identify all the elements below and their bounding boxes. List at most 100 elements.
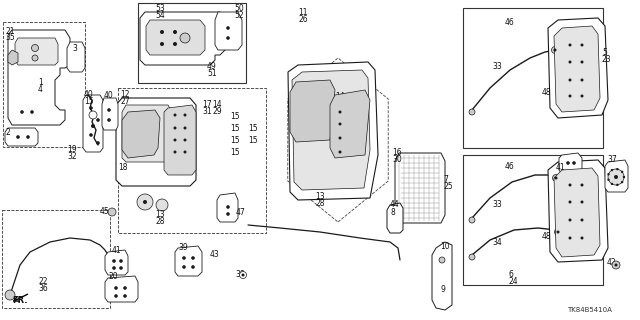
Text: 45: 45 (100, 207, 109, 216)
Circle shape (114, 286, 118, 290)
Circle shape (91, 124, 95, 128)
Text: 4: 4 (38, 85, 43, 94)
Bar (2, 210, 110, 308)
Text: 13: 13 (315, 192, 324, 201)
Text: 48: 48 (542, 88, 552, 97)
Circle shape (566, 161, 570, 165)
Polygon shape (105, 250, 128, 275)
Polygon shape (105, 276, 138, 302)
Text: 7: 7 (443, 175, 448, 184)
Circle shape (184, 139, 186, 141)
Circle shape (160, 30, 164, 34)
Text: 23: 23 (602, 55, 612, 64)
Text: TK84B5410A: TK84B5410A (567, 307, 612, 313)
Circle shape (119, 266, 123, 270)
Circle shape (108, 108, 111, 112)
Text: 20: 20 (108, 272, 118, 281)
Text: 51: 51 (207, 69, 216, 78)
Polygon shape (554, 26, 600, 112)
Text: 15: 15 (230, 148, 239, 157)
Circle shape (173, 126, 177, 130)
Circle shape (616, 184, 619, 186)
Polygon shape (102, 98, 118, 130)
Text: 31: 31 (325, 99, 335, 108)
Text: 15: 15 (350, 149, 359, 155)
Circle shape (580, 183, 584, 187)
Circle shape (173, 114, 177, 116)
Text: 34: 34 (492, 238, 502, 247)
Text: 10: 10 (440, 242, 450, 251)
Circle shape (108, 118, 111, 122)
Circle shape (173, 139, 177, 141)
Circle shape (614, 263, 618, 267)
Circle shape (607, 173, 610, 175)
Text: 37: 37 (607, 155, 617, 164)
Circle shape (191, 265, 195, 269)
Text: 3: 3 (72, 44, 77, 53)
Text: 6: 6 (508, 270, 513, 279)
Circle shape (114, 294, 118, 298)
Circle shape (226, 212, 230, 216)
Circle shape (554, 49, 557, 52)
Text: 38: 38 (235, 270, 244, 279)
Circle shape (112, 266, 116, 270)
Circle shape (568, 44, 572, 46)
Circle shape (612, 261, 620, 269)
Text: 41: 41 (556, 163, 566, 172)
Circle shape (568, 219, 572, 221)
Text: 14: 14 (212, 100, 221, 109)
Circle shape (580, 201, 584, 204)
Text: 31: 31 (202, 107, 212, 116)
Circle shape (339, 110, 342, 114)
Text: 15: 15 (350, 121, 359, 127)
Circle shape (439, 257, 445, 263)
Polygon shape (140, 12, 225, 65)
Circle shape (568, 60, 572, 63)
Text: 22: 22 (38, 277, 47, 286)
Text: 29: 29 (212, 107, 221, 116)
Circle shape (580, 44, 584, 46)
Circle shape (191, 256, 195, 260)
Circle shape (26, 135, 30, 139)
Circle shape (580, 219, 584, 221)
Polygon shape (122, 105, 172, 162)
Polygon shape (5, 128, 38, 146)
Circle shape (339, 137, 342, 140)
Text: 29: 29 (335, 99, 344, 108)
Text: 15: 15 (230, 124, 239, 133)
Circle shape (241, 274, 244, 276)
Circle shape (580, 236, 584, 239)
Polygon shape (330, 90, 370, 158)
Circle shape (112, 259, 116, 263)
Text: 40: 40 (104, 91, 114, 100)
Text: 53: 53 (155, 4, 164, 13)
Text: 21: 21 (5, 27, 15, 36)
Text: 40: 40 (84, 90, 93, 99)
Circle shape (156, 199, 168, 211)
Circle shape (184, 150, 186, 154)
Circle shape (580, 78, 584, 82)
Polygon shape (175, 246, 202, 276)
Text: 15: 15 (84, 97, 93, 106)
Circle shape (96, 118, 100, 122)
Circle shape (89, 106, 93, 110)
Polygon shape (8, 30, 70, 125)
Circle shape (226, 26, 230, 30)
Circle shape (89, 133, 93, 137)
Circle shape (16, 135, 20, 139)
Polygon shape (554, 168, 600, 257)
Text: 26: 26 (298, 15, 308, 24)
Text: 15: 15 (350, 135, 359, 141)
Circle shape (173, 42, 177, 46)
Polygon shape (548, 160, 608, 262)
Text: 25: 25 (443, 182, 452, 191)
Circle shape (611, 183, 613, 185)
Text: 48: 48 (542, 232, 552, 241)
Circle shape (143, 200, 147, 204)
Text: 35: 35 (5, 33, 15, 42)
Polygon shape (432, 242, 452, 310)
Circle shape (621, 181, 623, 183)
Text: 49: 49 (207, 62, 217, 71)
Polygon shape (67, 42, 85, 72)
Text: 9: 9 (440, 285, 445, 294)
